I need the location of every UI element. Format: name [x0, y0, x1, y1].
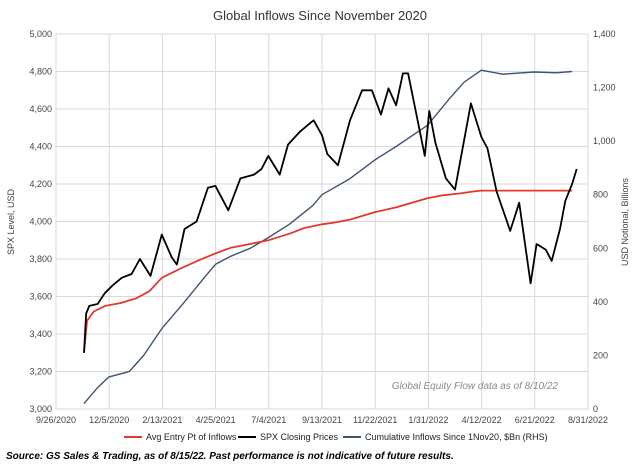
- y-left-tick-label: 5,000: [29, 29, 52, 39]
- legend-label: Avg Entry Pt of Inflows: [146, 432, 237, 442]
- chart-title: Global Inflows Since November 2020: [213, 8, 427, 23]
- plot-area-border: [55, 33, 589, 410]
- y-left-tick-label: 4,200: [29, 179, 52, 189]
- x-tick-label: 2/13/2021: [142, 415, 182, 425]
- y-left-tick-label: 3,800: [29, 254, 52, 264]
- legend-label: SPX Closing Prices: [260, 432, 339, 442]
- source-note: Source: GS Sales & Trading, as of 8/15/2…: [6, 451, 454, 462]
- y-right-tick-label: 400: [593, 297, 608, 307]
- y-right-tick-label: 1,000: [593, 136, 616, 146]
- y-right-tick-label: 1,200: [593, 83, 616, 93]
- series-line-avg-entry-pt-of-inflows: [83, 189, 573, 353]
- y-right-tick-label: 1,400: [593, 29, 616, 39]
- x-tick-label: 6/21/2022: [515, 415, 555, 425]
- y-right-tick-label: 800: [593, 190, 608, 200]
- y-left-tick-label: 3,600: [29, 292, 52, 302]
- y-axis-right: 0 200 400 600 800 1,000 1,200 1,400: [593, 29, 616, 414]
- y-axis-right-label: USD Notional, Billions: [620, 177, 630, 266]
- y-left-tick-label: 3,200: [29, 367, 52, 377]
- x-tick-label: 4/12/2022: [462, 415, 502, 425]
- x-tick-label: 9/26/2020: [36, 415, 76, 425]
- x-tick-label: 1/31/2022: [408, 415, 448, 425]
- y-left-tick-label: 4,000: [29, 217, 52, 227]
- y-right-tick-label: 600: [593, 243, 608, 253]
- y-axis-left: 3,000 3,200 3,400 3,600 3,800 4,000 4,200 4,400…: [29, 29, 52, 414]
- y-left-tick-label: 4,800: [29, 67, 52, 77]
- series-line-cumulative-inflows-since-1nov20-bn-rhs: [83, 69, 573, 405]
- y-right-tick-label: 200: [593, 350, 608, 360]
- x-tick-label: 7/4/2021: [251, 415, 286, 425]
- x-axis: 9/26/2020 12/5/2020 2/13/2021 4/25/2021 7/4/…: [36, 415, 608, 425]
- y-left-tick-label: 4,400: [29, 142, 52, 152]
- x-tick-label: 11/22/2021: [353, 415, 397, 425]
- x-tick-label: 12/5/2020: [89, 415, 129, 425]
- data-annotation: Global Equity Flow data as of 8/10/22: [392, 381, 559, 392]
- legend: Avg Entry Pt of Inflows SPX Closing Price…: [124, 432, 548, 442]
- x-tick-label: 4/25/2021: [196, 415, 236, 425]
- series-line-spx-closing-prices: [83, 72, 578, 353]
- legend-label: Cumulative Inflows Since 1Nov20, $Bn (RH…: [365, 432, 548, 442]
- x-tick-label: 8/31/2022: [568, 415, 608, 425]
- y-axis-left-label: SPX Level, USD: [6, 188, 16, 255]
- y-left-tick-label: 3,000: [29, 404, 52, 414]
- y-right-tick-label: 0: [593, 404, 598, 414]
- y-left-tick-label: 3,400: [29, 329, 52, 339]
- series-layer: [83, 69, 578, 405]
- x-tick-label: 9/13/2021: [302, 415, 342, 425]
- y-left-tick-label: 4,600: [29, 104, 52, 114]
